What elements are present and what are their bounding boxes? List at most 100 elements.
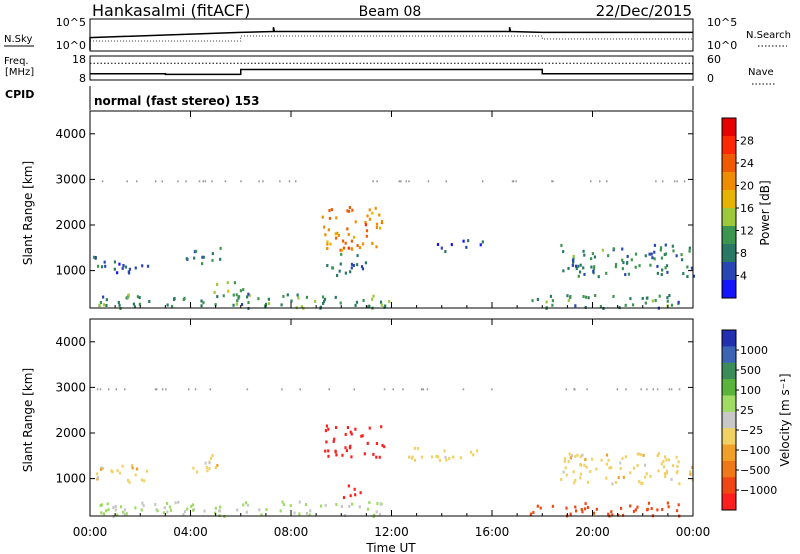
data-cell: [342, 246, 346, 250]
data-cell: [632, 509, 636, 513]
data-cell: [343, 513, 346, 517]
data-cell: [349, 430, 352, 434]
data-cell: [472, 453, 475, 457]
data-cell: [183, 510, 187, 514]
noise-dot: [376, 180, 378, 183]
data-cell: [634, 508, 637, 512]
data-cell: [216, 283, 219, 287]
data-cell: [569, 295, 572, 299]
data-cell: [444, 455, 447, 459]
data-cell: [569, 512, 572, 516]
colorbar-tick-label: 25: [740, 404, 754, 417]
data-cell: [551, 504, 554, 508]
data-cell: [324, 429, 328, 433]
data-cell: [326, 264, 329, 268]
data-cell: [106, 502, 109, 506]
data-cell: [102, 303, 106, 307]
data-cell: [682, 272, 685, 276]
noise-dot: [398, 180, 401, 183]
data-cell: [328, 216, 332, 220]
data-cell: [626, 254, 629, 258]
data-cell: [335, 503, 338, 507]
data-cell: [614, 265, 617, 269]
data-cell: [690, 266, 694, 270]
data-cell: [580, 507, 583, 511]
data-cell: [162, 511, 166, 515]
freq-left-tick-bottom: 8: [79, 72, 86, 85]
data-cell: [668, 293, 671, 297]
data-cell: [257, 297, 260, 301]
data-cell: [218, 509, 221, 513]
data-cell: [213, 290, 216, 294]
data-cell: [663, 472, 667, 476]
data-cell: [140, 478, 144, 482]
data-cell: [656, 508, 659, 512]
data-cell: [686, 275, 689, 279]
nave-right-label: Nave: [748, 67, 774, 78]
data-cell: [96, 264, 100, 268]
data-cell: [146, 264, 150, 268]
data-cell: [372, 294, 375, 298]
colorbar-tick-label: −500: [740, 464, 770, 477]
data-cell: [573, 481, 576, 485]
data-cell: [664, 475, 667, 479]
data-cell: [127, 270, 130, 274]
data-cell: [236, 508, 239, 512]
freq-line: [90, 68, 693, 76]
data-cell: [644, 475, 647, 479]
data-cell: [260, 513, 263, 517]
data-cell: [293, 511, 296, 515]
data-cell: [629, 504, 632, 508]
noise-dot: [353, 388, 355, 391]
data-cell: [621, 258, 624, 262]
data-cell: [344, 432, 347, 436]
data-cell: [208, 461, 211, 465]
data-cell: [360, 434, 363, 438]
data-cell: [326, 242, 329, 246]
data-cell: [354, 220, 357, 224]
data-cell: [352, 235, 356, 239]
power-ylabel: Slant Range [km]: [21, 161, 35, 265]
data-cell: [365, 234, 368, 238]
data-cell: [368, 501, 371, 505]
data-cell: [319, 504, 323, 508]
data-cell: [235, 302, 238, 306]
data-cell: [121, 266, 124, 270]
data-cell: [127, 293, 130, 297]
noise-dot: [101, 180, 104, 183]
data-cell: [356, 263, 359, 267]
colorbar-swatch: [722, 411, 736, 429]
data-cell: [469, 450, 473, 454]
noise-right-tick-bottom: 10^0: [707, 39, 737, 52]
freq-right-tick-top: 60: [707, 53, 721, 66]
noise-dot: [279, 180, 281, 183]
data-cell: [605, 453, 609, 457]
noise-search-line: [90, 35, 693, 42]
data-cell: [639, 453, 642, 457]
data-cell: [560, 477, 563, 481]
data-cell: [380, 425, 383, 429]
data-cell: [134, 506, 137, 510]
data-cell: [222, 294, 225, 298]
data-cell: [196, 470, 199, 474]
data-cell: [371, 211, 374, 215]
noise-dot: [683, 180, 686, 183]
data-cell: [341, 239, 345, 243]
data-cell: [118, 262, 121, 266]
data-cell: [448, 457, 451, 461]
data-cell: [651, 299, 654, 303]
data-cell: [267, 302, 271, 306]
data-cell: [597, 275, 600, 279]
data-cell: [619, 506, 623, 510]
data-cell: [658, 294, 661, 298]
colorbar-tick-label: −1000: [740, 484, 777, 497]
data-cell: [579, 476, 582, 480]
data-cell: [327, 228, 330, 232]
data-cell: [138, 296, 141, 300]
data-cell: [574, 264, 578, 268]
noise-dot: [288, 180, 291, 183]
colorbar-swatch: [722, 118, 736, 137]
data-cell: [549, 294, 553, 298]
data-cell: [98, 303, 101, 307]
